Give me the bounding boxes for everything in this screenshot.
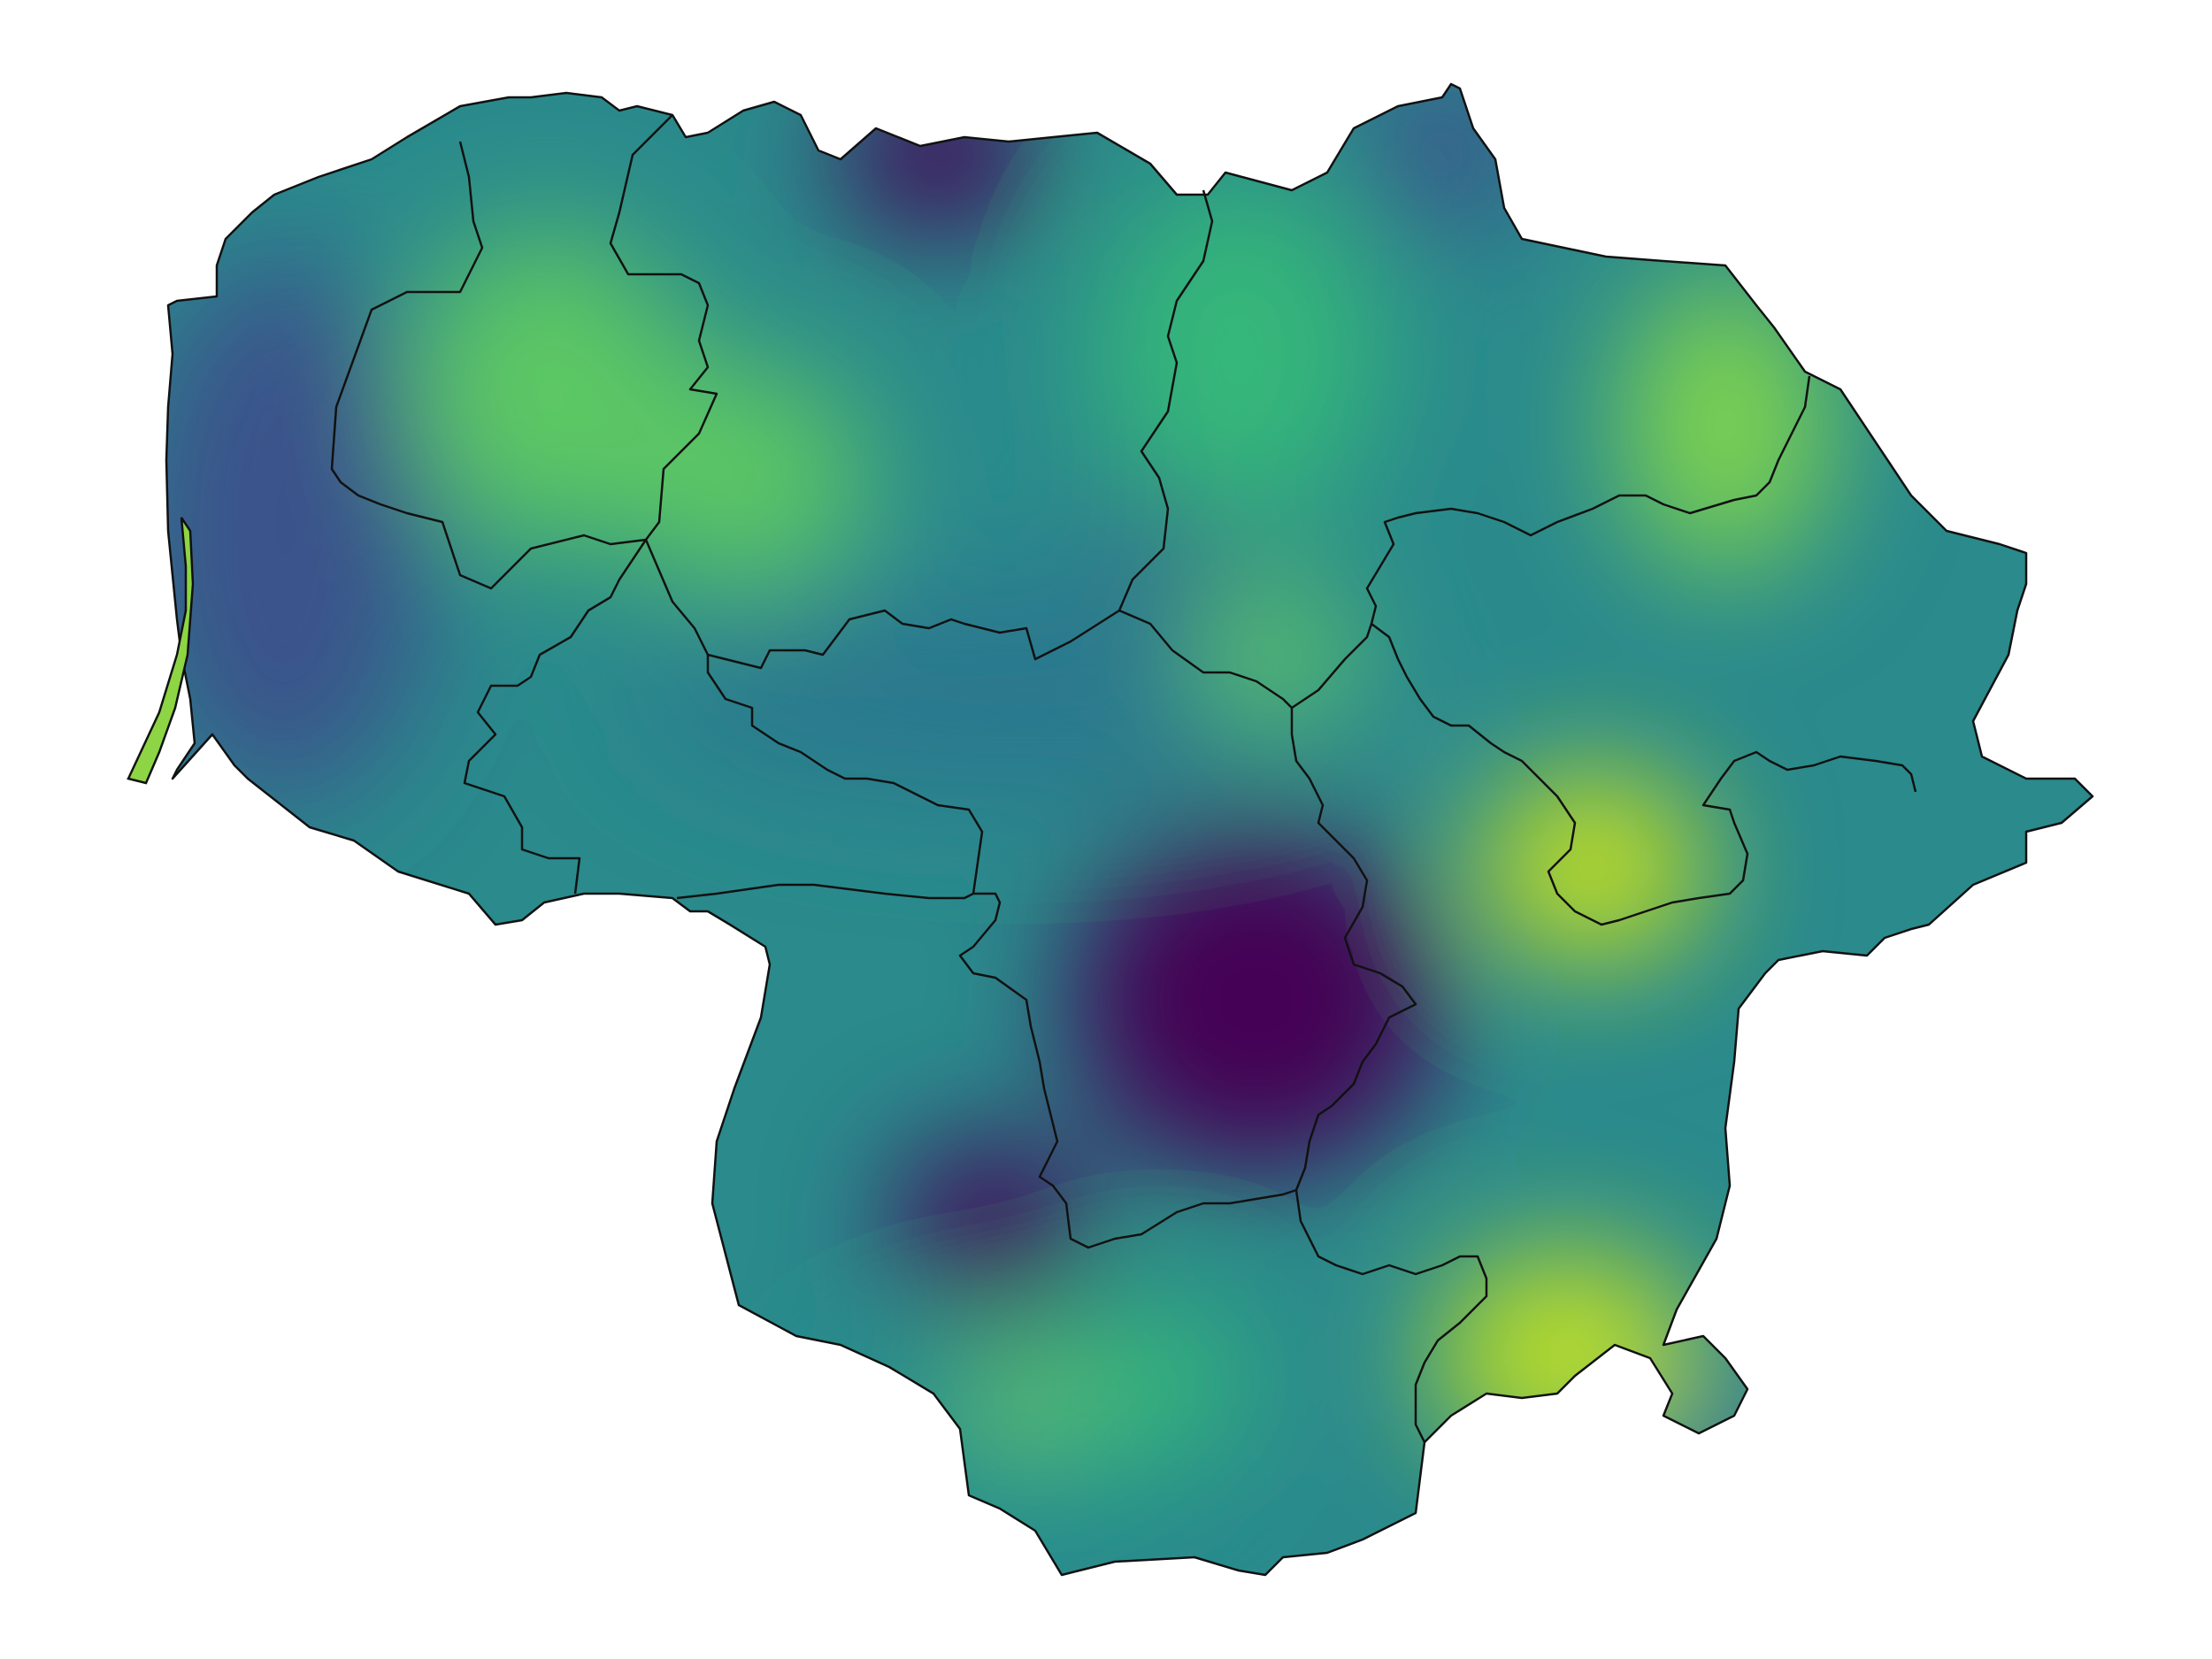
admin-borders (165, 82, 2094, 1577)
field-blob (619, 363, 867, 593)
region-border (706, 655, 984, 895)
field-blob (1672, 1380, 1778, 1469)
field-blob (166, 257, 434, 805)
field-blob (1194, 584, 1354, 726)
region-border (609, 114, 1293, 709)
region-border (676, 883, 1297, 1249)
field-blob (841, 84, 1035, 234)
region-border (463, 539, 648, 895)
field-blob (1071, 1301, 1248, 1460)
spit-land (127, 517, 195, 785)
region-border (1291, 622, 1917, 926)
curonian-spit (127, 517, 195, 785)
field-blob (1478, 770, 1708, 964)
field-blob (1097, 177, 1380, 531)
region-border (1118, 189, 1214, 611)
field-blob (1433, 1248, 1699, 1460)
field-blob (407, 230, 690, 549)
region-border (1365, 375, 1811, 625)
field-blob (964, 1345, 1088, 1451)
region-border (330, 141, 647, 590)
field-blob (1619, 274, 1832, 575)
region-border (1290, 708, 1488, 1443)
field-blob (894, 1141, 1088, 1301)
field-blob (1071, 823, 1442, 1177)
